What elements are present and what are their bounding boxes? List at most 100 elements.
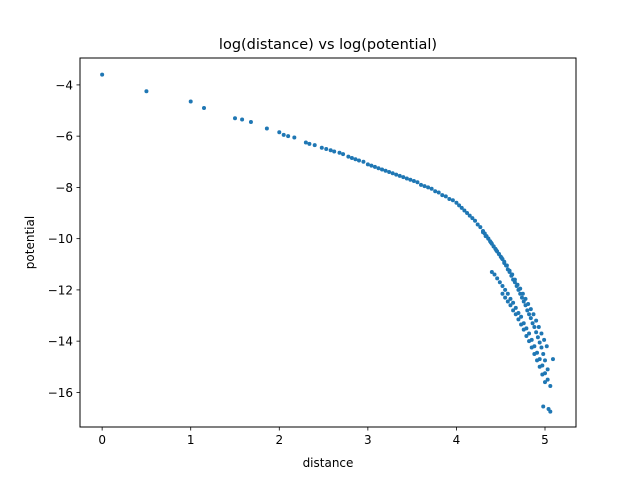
chart-title: log(distance) vs log(potential): [219, 37, 437, 53]
data-point: [394, 172, 399, 177]
data-point: [443, 194, 448, 199]
data-point: [494, 248, 499, 253]
data-point: [457, 203, 462, 208]
data-point: [543, 358, 547, 363]
data-point: [535, 358, 540, 363]
data-point: [550, 357, 555, 362]
data-point: [513, 305, 518, 310]
data-point: [519, 314, 524, 319]
data-point: [264, 126, 269, 131]
data-point: [513, 312, 518, 317]
data-point: [415, 180, 420, 185]
plot-frame: [79, 57, 577, 428]
data-point: [486, 236, 491, 241]
data-point: [277, 130, 282, 135]
x-tick-label: 5: [541, 433, 549, 447]
data-point: [419, 182, 423, 187]
data-point: [548, 409, 553, 414]
data-point: [539, 345, 544, 350]
data-point: [341, 152, 346, 157]
data-point: [545, 377, 550, 382]
data-point: [532, 325, 537, 330]
data-point: [523, 296, 528, 301]
data-point: [539, 331, 544, 336]
data-point: [511, 308, 516, 313]
data-point: [500, 284, 505, 289]
data-point: [534, 318, 539, 323]
data-point: [536, 325, 541, 330]
data-point: [545, 367, 550, 372]
data-point: [503, 287, 508, 292]
data-point: [515, 282, 520, 287]
data-point: [361, 159, 366, 164]
data-point: [372, 164, 377, 169]
data-point: [548, 384, 553, 388]
data-point: [527, 312, 532, 317]
data-point: [503, 295, 508, 300]
y-tick-label: −12: [48, 283, 73, 297]
data-point: [470, 216, 475, 221]
data-point: [337, 150, 342, 155]
y-tick-label: −16: [48, 386, 73, 400]
data-point: [543, 380, 547, 385]
data-point: [502, 259, 507, 264]
y-tick-label: −14: [48, 335, 73, 349]
data-point: [188, 99, 193, 104]
data-point: [376, 166, 381, 171]
data-point: [512, 277, 517, 282]
data-point: [202, 105, 206, 110]
data-point: [535, 335, 540, 340]
data-point: [281, 132, 286, 137]
data-point: [541, 351, 546, 356]
x-tick-label: 4: [453, 433, 461, 447]
data-point: [481, 230, 485, 235]
data-point: [524, 334, 529, 339]
data-point: [489, 269, 494, 274]
data-point: [531, 312, 536, 317]
data-point: [529, 345, 534, 350]
data-point: [537, 340, 542, 345]
data-point: [504, 263, 509, 268]
data-point: [353, 157, 358, 162]
data-point: [510, 272, 515, 277]
data-point: [440, 193, 445, 198]
data-point: [380, 167, 385, 172]
x-axis-title: distance: [303, 456, 354, 470]
data-point: [519, 322, 524, 327]
data-point: [528, 307, 533, 312]
data-point: [383, 168, 388, 173]
data-point: [365, 162, 370, 167]
data-point: [233, 116, 237, 121]
data-point: [528, 316, 533, 321]
data-point: [511, 300, 516, 305]
y-tick-label: −6: [55, 130, 73, 144]
data-point: [491, 244, 496, 249]
data-point: [467, 213, 472, 218]
data-point: [454, 200, 459, 205]
data-point: [525, 308, 530, 313]
data-point: [286, 134, 291, 139]
data-point: [426, 185, 431, 190]
data-points: [100, 72, 555, 414]
data-point: [540, 372, 545, 377]
y-axis-title: potential: [23, 216, 37, 269]
data-point: [473, 218, 478, 223]
data-point: [369, 163, 374, 168]
x-tick-label: 0: [98, 433, 106, 447]
data-point: [499, 255, 504, 260]
data-point: [459, 205, 464, 210]
data-point: [312, 143, 317, 148]
data-point: [478, 225, 483, 230]
data-point: [496, 252, 501, 257]
data-point: [390, 171, 395, 176]
data-point: [488, 240, 493, 245]
data-point: [429, 186, 434, 191]
data-point: [497, 280, 502, 285]
y-tick-label: −4: [55, 78, 73, 92]
y-tick-label: −8: [55, 181, 73, 195]
data-point: [404, 176, 409, 181]
data-point: [144, 89, 149, 94]
